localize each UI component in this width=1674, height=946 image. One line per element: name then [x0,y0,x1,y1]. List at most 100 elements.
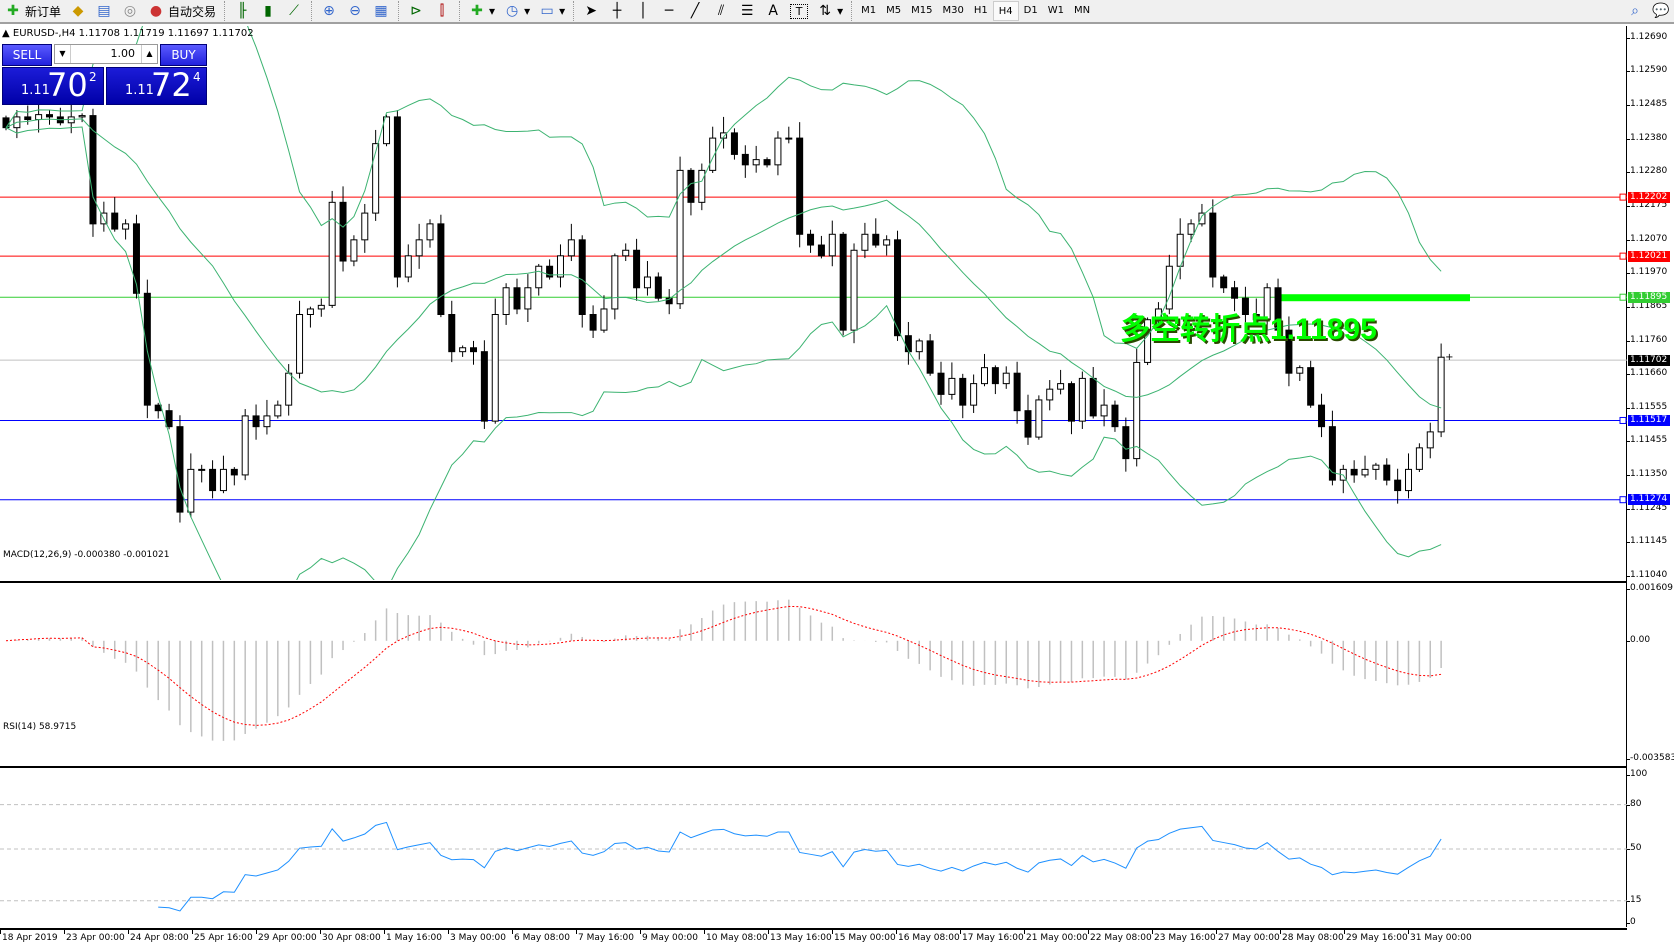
auto-trading-icon: ● [149,3,163,19]
ask-pips: 72 [151,66,192,104]
candle-bear [926,340,934,374]
candle-bear [1252,313,1260,321]
candlestick-button[interactable]: ▮ [255,0,281,22]
candle-bear [937,372,945,395]
equidistant-channel-button[interactable]: ⫽ [708,0,734,22]
separator [398,1,400,21]
timeframe-m30[interactable]: M30 [942,5,964,16]
candle-bull [502,287,510,315]
candle-bear [437,223,445,315]
market-watch-button[interactable]: ◆ [65,0,91,22]
price-tick: 1.12175 [1626,199,1668,210]
candle-bull [600,308,608,331]
candle-bull [426,223,434,241]
level-price-tag: 1.11895 [1628,291,1670,303]
chat-button[interactable]: 💬 [1648,0,1674,22]
pane-divider[interactable] [0,581,1627,583]
candle-bear [654,276,662,299]
pivot-annotation[interactable]: 多空转折点1.11895 [1120,313,1377,346]
candle-bear [1383,464,1391,481]
crosshair-button[interactable]: ┼ [604,0,630,22]
trendline-button[interactable]: ╱ [682,0,708,22]
candle-bull [404,255,412,278]
chart-shift-button[interactable]: ⫿ [429,0,455,22]
new-order-button[interactable]: ✚ 新订单 [0,0,65,22]
timeframe-m1[interactable]: M1 [861,5,877,16]
autoscroll-button[interactable]: ⊳ [403,0,429,22]
candle-bear [991,367,999,385]
timeframe-h1[interactable]: H1 [973,5,988,16]
lot-decrease-button[interactable]: ▼ [55,45,71,63]
horizontal-line-button[interactable]: ─ [656,0,682,22]
candle-bear [1241,297,1249,315]
time-axis[interactable]: 18 Apr 2019 23 Apr 00:00 24 Apr 08:00 25 Ap… [0,928,1627,946]
search-button[interactable]: ⌕ [1622,0,1648,22]
rsi-axis-label: 50 [1626,843,1642,853]
line-chart-button[interactable]: ⟋ [281,0,307,22]
macd-pane[interactable] [0,584,1627,766]
auto-trading-button[interactable]: ● 自动交易 [143,0,220,22]
time-label: 23 Apr 00:00 [64,930,125,943]
separator [851,1,853,21]
timeframe-m5[interactable]: M5 [886,5,902,16]
tile-windows-button[interactable]: ▦ [368,0,394,22]
bar-chart-button[interactable]: ╟ [229,0,255,22]
text-button[interactable]: A [760,0,786,22]
rsi-axis-label: 100 [1626,769,1648,779]
time-label: 31 May 00:00 [1408,930,1472,943]
ask-price-box[interactable]: 1.11 72 4 [106,66,207,105]
candle-bull [524,287,532,310]
zoom-out-button[interactable]: ⊖ [342,0,368,22]
candle-bear [230,468,238,476]
level-handle [1619,252,1627,260]
macd-axis-label: 0.00 [1626,634,1651,645]
time-label: 17 May 16:00 [960,930,1024,943]
price-axis[interactable]: 1.12690 1.12590 1.12485 1.12380 1.12280 1.121… [1626,26,1674,946]
rsi-pane[interactable] [0,769,1627,927]
timeframe-mn[interactable]: MN [1073,5,1091,16]
fibonacci-button[interactable]: ☰ [734,0,760,22]
candle-bull [883,239,891,246]
macd-label: MACD(12,26,9) -0.000380 -0.001021 [3,550,170,560]
candle-bull [372,143,380,214]
candle-bull [1426,431,1434,449]
timeframe-w1[interactable]: W1 [1047,5,1064,16]
candle-bull [241,415,249,476]
arrows-button[interactable]: ⇅ ▾ [812,0,847,22]
navigator-button[interactable]: ▤ [91,0,117,22]
timeframe-h4[interactable]: H4 [992,1,1019,21]
lot-size-input[interactable]: ▼ 1.00 ▲ [54,44,158,64]
time-label: 24 Apr 08:00 [128,930,189,943]
lot-increase-button[interactable]: ▲ [141,45,157,63]
separator [459,1,461,21]
bid-price-box[interactable]: 1.11 70 2 [2,66,104,105]
sell-button[interactable]: SELL [2,44,52,66]
zoom-in-button[interactable]: ⊕ [316,0,342,22]
signals-button[interactable]: ◎ [117,0,143,22]
candle-bull [1415,447,1423,470]
price-chart[interactable]: + [0,26,1627,580]
vertical-line-button[interactable]: │ [630,0,656,22]
candle-bear [1013,372,1021,412]
pane-divider[interactable] [0,766,1627,768]
candle-bull [970,383,978,406]
indicators-button[interactable]: ✚ ▾ [464,0,499,22]
bid-cross: + [1445,352,1453,363]
periods-button[interactable]: ◷ ▾ [499,0,534,22]
separator [311,1,313,21]
chart-window[interactable]: + [0,26,1627,927]
candle-bear [817,244,825,257]
time-label: 6 May 08:00 [512,930,570,943]
buy-button[interactable]: BUY [160,44,207,66]
pivot-marker-bar [1281,294,1470,302]
time-label: 10 May 08:00 [704,930,768,943]
price-tick: 1.11145 [1626,535,1668,546]
candle-bull [915,340,923,353]
timeframe-m15[interactable]: M15 [911,5,933,16]
templates-button[interactable]: ▭ ▾ [534,0,569,22]
text-label-button[interactable]: T [786,0,812,22]
candle-bull [980,367,988,385]
candle-bull [459,347,467,353]
cursor-button[interactable]: ➤ [578,0,604,22]
timeframe-d1[interactable]: D1 [1023,5,1038,16]
